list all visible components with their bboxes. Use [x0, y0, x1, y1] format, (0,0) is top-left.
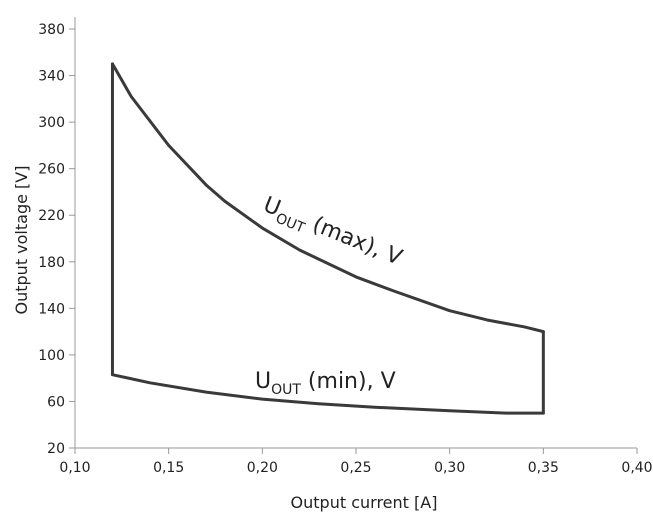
y-axis-title: Output voltage [V] — [12, 166, 31, 315]
curve-label-max-rest: (max), V — [302, 210, 405, 271]
curve-label-max-sub: OUT — [273, 210, 307, 236]
y-tick-label: 300 — [38, 115, 65, 131]
x-tick-label: 0,35 — [528, 460, 559, 476]
y-tick-label: 340 — [38, 69, 65, 85]
y-tick-label: 380 — [38, 22, 65, 38]
curve-label-min-main: U — [255, 369, 271, 394]
y-tick-label: 220 — [38, 208, 65, 224]
x-tick-label: 0,25 — [340, 460, 371, 476]
curve-label-min-rest: (min), V — [301, 369, 396, 394]
series-line-umin — [110, 373, 545, 415]
x-tick-label: 0,30 — [434, 460, 465, 476]
y-axis-ticks: 20 60 100 140 180 220 260 300 340 380 — [38, 22, 75, 457]
x-axis-ticks: 0,10 0,15 0,20 0,25 0,30 0,35 0,40 — [59, 448, 653, 476]
y-tick-label: 140 — [38, 301, 65, 317]
y-tick-label: 180 — [38, 255, 65, 271]
x-tick-label: 0,10 — [59, 460, 90, 476]
series-layer — [110, 62, 545, 415]
x-tick-label: 0,40 — [621, 460, 652, 476]
y-tick-label: 260 — [38, 162, 65, 178]
curve-label-min: UOUT (min), V — [255, 369, 396, 398]
curve-label-max: UOUT (max), V — [258, 192, 405, 274]
y-tick-label: 60 — [47, 394, 65, 410]
curve-label-min-sub: OUT — [271, 382, 301, 398]
series-line-umax — [110, 62, 545, 334]
x-tick-label: 0,15 — [153, 460, 184, 476]
x-tick-label: 0,20 — [247, 460, 278, 476]
y-tick-label: 20 — [47, 441, 65, 457]
y-tick-label: 100 — [38, 348, 65, 364]
x-axis-title: Output current [A] — [291, 493, 438, 512]
